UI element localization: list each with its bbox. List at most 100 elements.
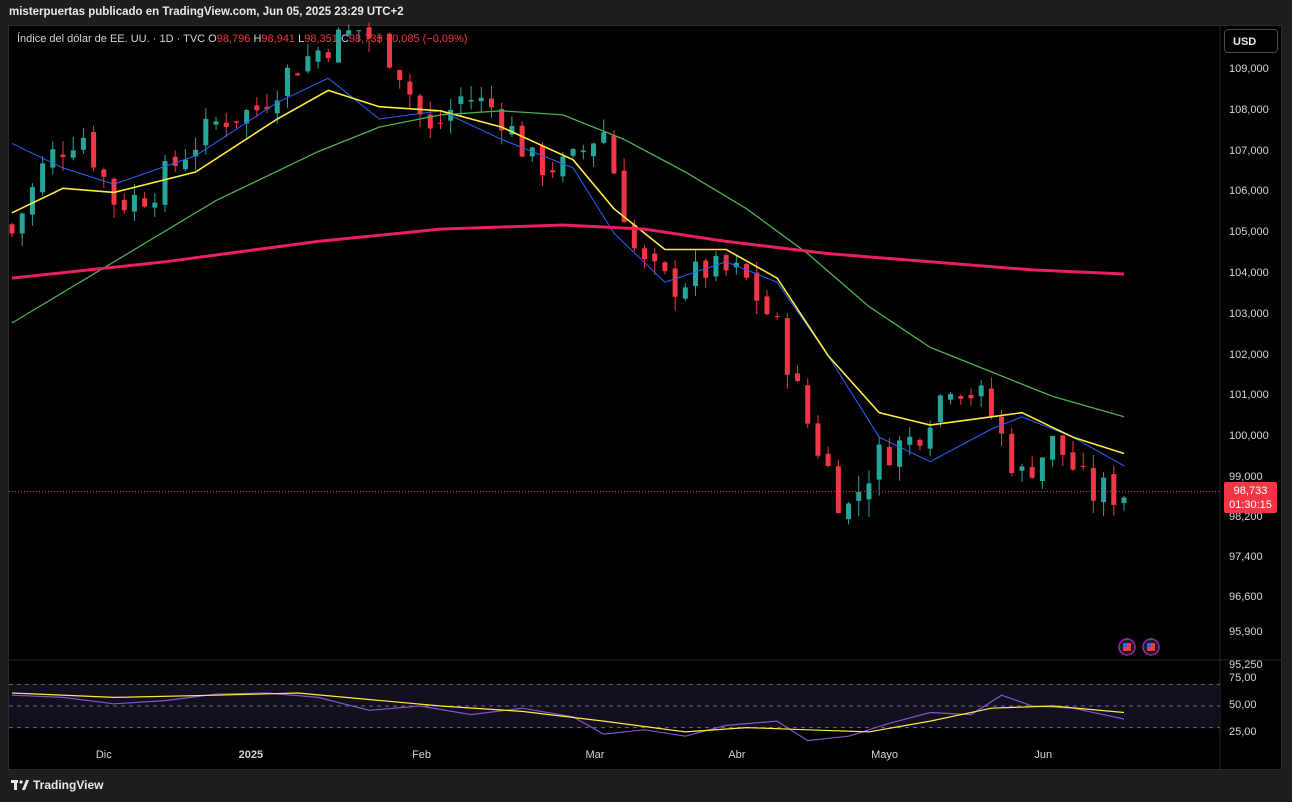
candle-body	[142, 198, 148, 207]
time-axis-tick: Feb	[412, 749, 432, 761]
candle-body	[560, 156, 566, 177]
candle-body	[437, 122, 443, 124]
candle-body	[693, 261, 699, 286]
candle-body	[978, 385, 984, 397]
candle-body	[1090, 467, 1096, 501]
currency-button[interactable]: USD	[1224, 29, 1278, 53]
candle-body	[570, 149, 576, 156]
candle-body	[152, 202, 158, 208]
candle-body	[897, 440, 903, 467]
last-price: 98,733	[1233, 485, 1268, 497]
candle-body	[713, 255, 719, 277]
time-axis-tick: Mar	[585, 749, 605, 761]
candle-body	[591, 143, 597, 157]
moving-average-blue	[11, 77, 1125, 467]
candle-body	[305, 56, 311, 72]
candle-body	[927, 427, 933, 449]
candle-body	[213, 121, 219, 125]
candle-body	[1121, 497, 1127, 504]
brand-name: TradingView	[33, 778, 104, 792]
candle-body	[907, 436, 913, 445]
candle-body	[417, 95, 423, 115]
candle-body	[825, 453, 831, 467]
price-axis-tick: 107,000	[1229, 144, 1269, 157]
candle-body	[744, 264, 750, 278]
candle-body	[631, 224, 637, 249]
publication-header: misterpuertas publicado en TradingView.c…	[9, 6, 404, 18]
bar-countdown: 01:30:15	[1229, 499, 1272, 511]
candle-body	[19, 213, 25, 234]
candle-body	[162, 161, 168, 205]
candle-body	[1050, 435, 1056, 460]
candle-body	[1070, 452, 1076, 470]
change-value: −0,085 (−0,09%)	[385, 33, 468, 45]
candle-body	[795, 373, 801, 382]
candle-body	[662, 262, 668, 272]
candle-body	[733, 262, 739, 268]
candle-body	[601, 132, 607, 143]
rsi-axis-tick: 75,00	[1229, 672, 1257, 684]
candle-body	[672, 268, 678, 297]
candle-body	[764, 296, 770, 315]
time-axis-tick: Abr	[728, 749, 746, 761]
moving-average-red	[11, 223, 1125, 280]
us-flag-canton-icon	[1147, 643, 1151, 647]
candle-body	[80, 137, 86, 150]
candle-body	[968, 395, 974, 399]
candle-body	[774, 315, 780, 317]
price-axis-tick: 102,000	[1229, 348, 1269, 361]
candle-body	[346, 30, 352, 35]
low-label: L	[298, 33, 305, 45]
candle-body	[335, 29, 341, 63]
candle-body	[754, 272, 760, 301]
candle-body	[397, 70, 403, 81]
candle-body	[703, 260, 709, 278]
candle-body	[866, 483, 872, 500]
price-axis-tick: 104,000	[1229, 267, 1269, 279]
candle-body	[478, 97, 484, 102]
candle-body	[642, 248, 648, 260]
candle-body	[835, 466, 841, 514]
candle-body	[886, 446, 892, 466]
high-label: H	[253, 33, 262, 45]
candle-body	[611, 135, 617, 174]
candle-body	[223, 122, 229, 127]
candle-body	[193, 149, 199, 157]
candle-body	[101, 169, 107, 177]
candle-body	[488, 98, 494, 108]
candle-body	[468, 99, 474, 102]
candle-body	[652, 253, 658, 262]
candle-body	[948, 393, 954, 400]
candle-body	[937, 395, 943, 423]
candle-body	[1080, 465, 1086, 467]
candle-body	[29, 187, 35, 215]
candle-body	[182, 159, 188, 170]
candle-body	[60, 154, 66, 157]
candle-body	[325, 52, 331, 59]
price-axis-tick: 97,400	[1229, 551, 1263, 563]
time-axis-tick: Jun	[1034, 749, 1053, 761]
candle-body	[509, 126, 515, 135]
candle-body	[1111, 474, 1117, 506]
price-axis-tick: 108,000	[1229, 103, 1269, 116]
symbol-legend[interactable]: Índice del dólar de EE. UU. · 1D · TVC O…	[17, 33, 468, 45]
candle-body	[580, 150, 586, 153]
candle-body	[1009, 433, 1015, 474]
tradingview-footer[interactable]: TradingView	[11, 778, 103, 793]
candle-body	[407, 81, 413, 95]
price-axis-tick: 100,000	[1229, 430, 1269, 443]
price-axis-tick: 109,000	[1229, 63, 1269, 75]
candle-body	[550, 170, 556, 173]
candle-body	[958, 396, 964, 399]
candle-body	[499, 109, 505, 131]
candle-body	[1029, 467, 1035, 478]
candle-body	[1060, 435, 1066, 455]
candle-body	[233, 121, 239, 123]
candle-body	[315, 50, 321, 62]
high-value: 98,941	[261, 33, 296, 45]
candle-body	[917, 439, 923, 446]
candle-body	[9, 224, 15, 234]
candle-body	[846, 503, 852, 520]
candle-body	[254, 105, 260, 111]
